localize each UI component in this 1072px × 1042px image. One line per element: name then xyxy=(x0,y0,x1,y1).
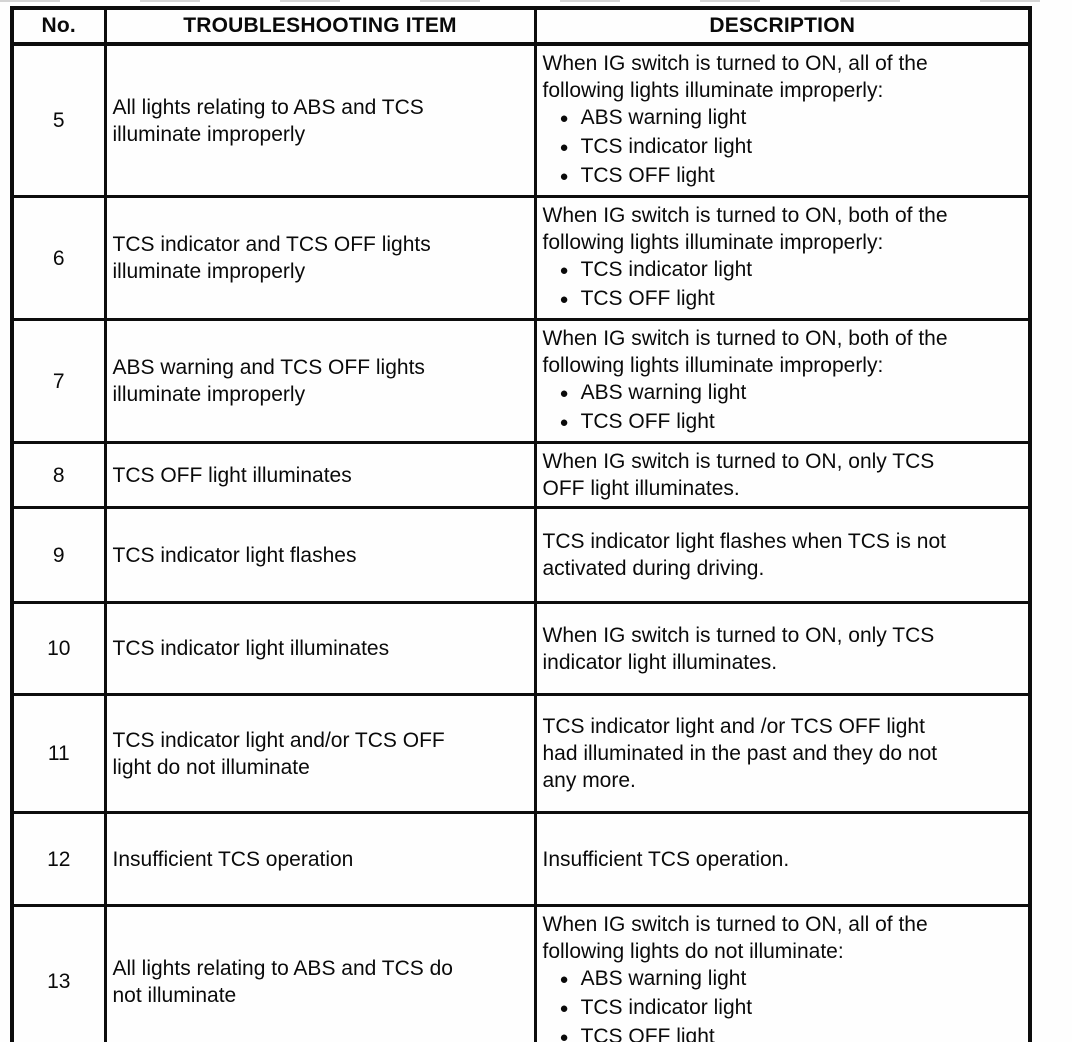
table-row: 13 All lights relating to ABS and TCS do… xyxy=(10,904,1032,1042)
row-number: 7 xyxy=(10,318,107,444)
item-cell: TCS indicator light and/or TCS OFF light… xyxy=(103,693,537,814)
description-intro: When IG switch is turned to ON, all of t… xyxy=(542,52,928,102)
bullet-item: ● TCS OFF light xyxy=(543,408,1023,437)
item-cell: All lights relating to ABS and TCS do no… xyxy=(103,904,537,1042)
row-number: 13 xyxy=(10,904,107,1042)
description-cell: When IG switch is turned to ON, both of … xyxy=(533,195,1032,321)
description-intro: Insufficient TCS operation. xyxy=(542,847,790,871)
bullet-dot-icon: ● xyxy=(559,262,569,279)
row-number: 8 xyxy=(10,441,107,509)
description-intro: When IG switch is turned to ON, both of … xyxy=(542,327,948,377)
item-cell: TCS indicator light illuminates xyxy=(103,601,537,696)
item-cell: TCS indicator and TCS OFF lights illumin… xyxy=(103,195,537,321)
table-header-row: No. TROUBLESHOOTING ITEM DESCRIPTION xyxy=(10,6,1032,46)
bullet-text: TCS OFF light xyxy=(580,287,715,310)
row-number: 11 xyxy=(10,693,107,814)
header-no: No. xyxy=(10,6,107,46)
bullet-text: TCS OFF light xyxy=(580,410,715,433)
bullet-dot-icon: ● xyxy=(559,1000,569,1017)
row-number: 12 xyxy=(10,811,107,907)
description-cell: TCS indicator light and /or TCS OFF ligh… xyxy=(533,693,1032,814)
item-cell: ABS warning and TCS OFF lights illuminat… xyxy=(103,318,537,444)
description-intro: When IG switch is turned to ON, both of … xyxy=(542,204,948,254)
description-cell: When IG switch is turned to ON, only TCS… xyxy=(533,441,1032,509)
table-row: 9 TCS indicator light flashes TCS indica… xyxy=(10,506,1032,604)
table-row: 6 TCS indicator and TCS OFF lights illum… xyxy=(10,195,1032,321)
bullet-item: ● TCS indicator light xyxy=(543,994,1023,1023)
bullet-item: ● TCS indicator light xyxy=(543,256,1023,285)
bullet-text: ABS warning light xyxy=(580,967,747,990)
bullet-dot-icon: ● xyxy=(559,291,569,308)
bullet-dot-icon: ● xyxy=(559,139,569,156)
bullet-item: ● TCS OFF light xyxy=(543,162,1023,191)
bullet-item: ● TCS OFF light xyxy=(543,1023,1023,1042)
header-description: DESCRIPTION xyxy=(533,6,1032,46)
bullet-item: ● ABS warning light xyxy=(543,965,1023,994)
bullet-item: ● TCS indicator light xyxy=(543,133,1023,162)
item-cell: Insufficient TCS operation xyxy=(103,811,537,907)
item-cell: All lights relating to ABS and TCS illum… xyxy=(103,42,537,198)
description-cell: When IG switch is turned to ON, only TCS… xyxy=(533,601,1032,696)
bullet-text: ABS warning light xyxy=(580,106,747,129)
description-intro: TCS indicator light flashes when TCS is … xyxy=(542,530,946,580)
bullet-text: ABS warning light xyxy=(580,381,747,404)
description-intro: When IG switch is turned to ON, only TCS… xyxy=(542,623,935,674)
description-intro: When IG switch is turned to ON, all of t… xyxy=(542,913,928,963)
bullet-text: TCS indicator light xyxy=(580,135,753,158)
description-cell: When IG switch is turned to ON, all of t… xyxy=(533,42,1032,198)
bullet-item: ● ABS warning light xyxy=(543,104,1023,133)
bullet-dot-icon: ● xyxy=(559,168,569,185)
bullet-dot-icon: ● xyxy=(559,1029,569,1042)
bullet-item: ● ABS warning light xyxy=(543,379,1023,408)
item-cell: TCS indicator light flashes xyxy=(103,506,537,604)
troubleshooting-table: No. TROUBLESHOOTING ITEM DESCRIPTION 5 A… xyxy=(10,6,1032,1042)
row-number: 9 xyxy=(10,506,107,604)
bullet-text: TCS OFF light xyxy=(580,1025,715,1042)
row-number: 10 xyxy=(10,601,107,696)
description-cell: Insufficient TCS operation. xyxy=(533,811,1032,907)
bullet-dot-icon: ● xyxy=(559,110,569,127)
row-number: 6 xyxy=(10,195,107,321)
bullet-text: TCS OFF light xyxy=(580,164,715,187)
bullet-dot-icon: ● xyxy=(559,971,569,988)
scan-artifact xyxy=(0,0,1072,2)
bullet-text: TCS indicator light xyxy=(580,258,753,281)
description-cell: TCS indicator light flashes when TCS is … xyxy=(533,506,1032,604)
table-row: 10 TCS indicator light illuminates When … xyxy=(10,601,1032,696)
item-cell: TCS OFF light illuminates xyxy=(103,441,537,509)
description-cell: When IG switch is turned to ON, all of t… xyxy=(533,904,1032,1042)
bullet-item: ● TCS OFF light xyxy=(543,285,1023,314)
description-intro: When IG switch is turned to ON, only TCS… xyxy=(542,450,935,500)
table-row: 12 Insufficient TCS operation Insufficie… xyxy=(10,811,1032,907)
description-cell: When IG switch is turned to ON, both of … xyxy=(533,318,1032,444)
bullet-text: TCS indicator light xyxy=(580,996,753,1019)
table-row: 11 TCS indicator light and/or TCS OFF li… xyxy=(10,693,1032,814)
table-row: 7 ABS warning and TCS OFF lights illumin… xyxy=(10,318,1032,444)
bullet-dot-icon: ● xyxy=(559,414,569,431)
table-row: 8 TCS OFF light illuminates When IG swit… xyxy=(10,441,1032,509)
description-intro: TCS indicator light and /or TCS OFF ligh… xyxy=(542,715,938,792)
table-row: 5 All lights relating to ABS and TCS ill… xyxy=(10,42,1032,198)
row-number: 5 xyxy=(10,42,107,198)
header-troubleshooting-item: TROUBLESHOOTING ITEM xyxy=(103,6,537,46)
bullet-dot-icon: ● xyxy=(559,385,569,402)
